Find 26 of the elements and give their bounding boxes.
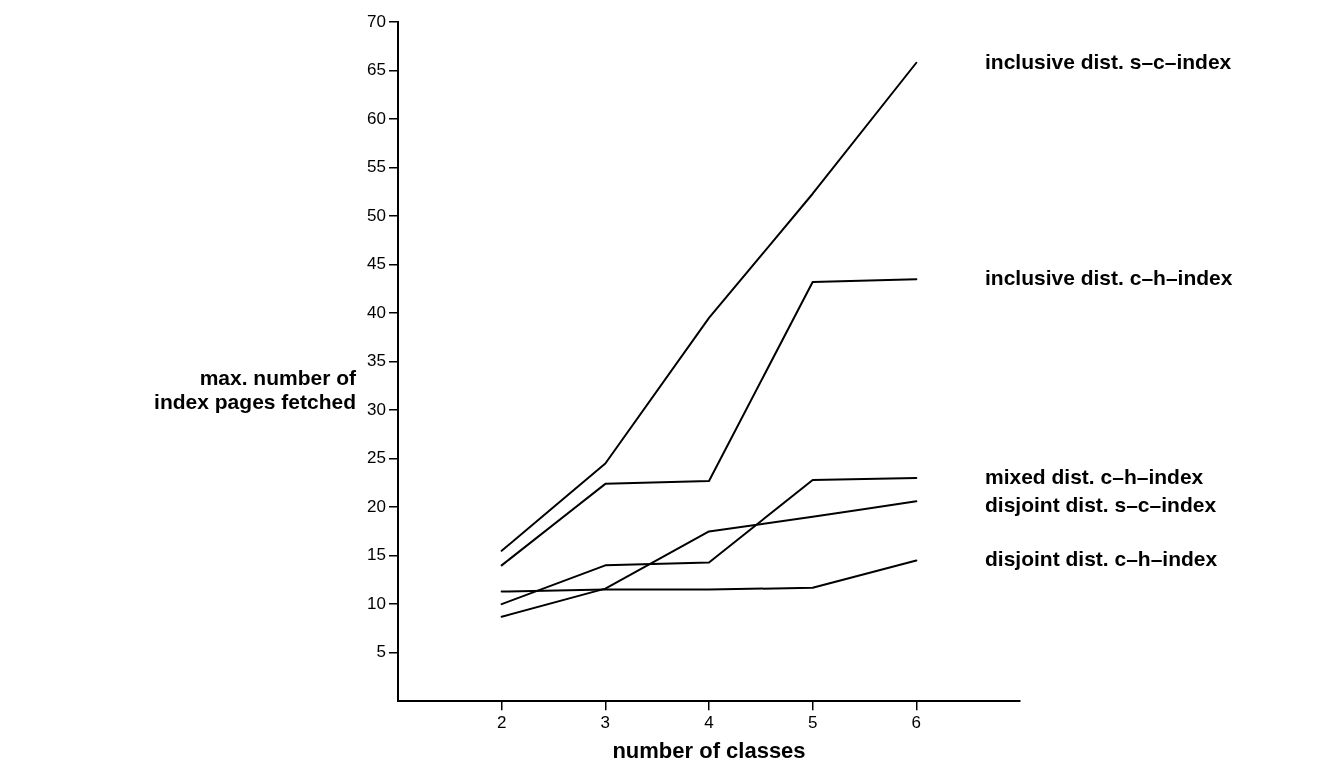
- y-tick-label: 35: [367, 351, 386, 371]
- y-axis-title: max. number of index pages fetched: [154, 366, 357, 414]
- y-tick-label: 55: [367, 157, 386, 177]
- y-tick-label: 5: [376, 642, 386, 662]
- text: inclusive dist. s–c–index: [985, 49, 1232, 73]
- x-tick-label: 3: [600, 713, 611, 733]
- y-tick-label: 45: [367, 254, 386, 274]
- y-tick-label: 40: [367, 302, 386, 322]
- y-tick-label: 15: [367, 545, 386, 565]
- y-tick-label: 50: [367, 205, 386, 225]
- text: disjoint dist. s–c–index: [985, 492, 1217, 516]
- x-axis-title: number of classes: [612, 737, 806, 763]
- text: inclusive dist. c–h–index: [985, 265, 1233, 289]
- text: disjoint dist. c–h–index: [985, 547, 1218, 571]
- x-tick-label: 6: [911, 713, 922, 733]
- y-tick-label: 70: [367, 11, 386, 31]
- text: mixed dist. c–h–index: [985, 464, 1204, 488]
- y-tick-label: 10: [367, 593, 386, 613]
- x-tick-label: 2: [496, 713, 507, 733]
- x-tick-label: 5: [807, 713, 818, 733]
- x-tick-label: 4: [704, 713, 714, 733]
- y-tick-label: 60: [367, 108, 386, 128]
- y-tick-label: 65: [367, 60, 386, 80]
- y-tick-label: 20: [367, 496, 386, 516]
- y-tick-label: 30: [367, 399, 386, 419]
- y-tick-label: 25: [367, 448, 386, 468]
